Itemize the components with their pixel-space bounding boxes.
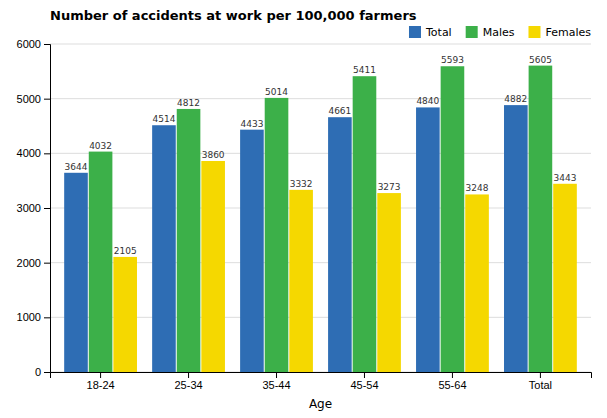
tick-label: Total	[529, 379, 552, 391]
legend-swatch	[466, 26, 478, 38]
y-axis: 0 1000 2000 3000 4000 5000 6000	[17, 38, 51, 378]
data-label: 4433	[240, 119, 263, 129]
tick-mark	[44, 372, 50, 373]
tick-mark	[44, 208, 50, 209]
tick-mark	[276, 372, 277, 378]
legend-label: Total	[425, 26, 452, 39]
tick: 1000	[17, 311, 50, 323]
bar	[353, 76, 377, 372]
data-label: 4661	[328, 106, 351, 116]
bar	[504, 105, 528, 372]
tick-mark	[188, 372, 189, 378]
legend-item: Total	[409, 26, 452, 39]
tick-label: 18-24	[87, 379, 115, 391]
tick: 3000	[17, 202, 50, 214]
tick: 18-24	[87, 372, 115, 391]
tick: 25-34	[174, 372, 202, 391]
bar	[177, 109, 201, 372]
bar	[201, 161, 225, 372]
tick-mark	[540, 372, 541, 378]
tick-label: 35-44	[262, 379, 290, 391]
tick-mark	[44, 44, 50, 45]
bar	[152, 125, 176, 372]
legend-item: Males	[466, 26, 515, 39]
legend-swatch	[409, 26, 421, 38]
legend-label: Males	[483, 26, 515, 39]
tick: 4000	[17, 147, 50, 159]
legend-swatch	[528, 26, 540, 38]
bar	[328, 117, 352, 372]
data-label: 4032	[89, 141, 112, 151]
tick-label: 5000	[17, 93, 41, 105]
tick-label: 3000	[17, 202, 41, 214]
bar	[265, 98, 289, 372]
bar	[240, 130, 264, 372]
bar	[441, 66, 465, 372]
data-label: 3332	[290, 179, 313, 189]
data-label: 4514	[152, 114, 175, 124]
tick: Total	[529, 372, 552, 391]
data-label: 3644	[65, 162, 88, 172]
legend: Total Males Females	[409, 26, 591, 39]
data-label: 3443	[554, 173, 577, 183]
tick-mark	[364, 372, 365, 378]
data-label: 2105	[114, 246, 137, 256]
bar	[529, 66, 553, 372]
tick: 2000	[17, 257, 50, 269]
bar	[416, 107, 440, 372]
tick: 45-54	[350, 372, 378, 391]
data-label: 3860	[202, 150, 225, 160]
bar	[113, 257, 137, 372]
tick-label: 45-54	[350, 379, 378, 391]
grid-line	[50, 44, 591, 45]
tick-label: 4000	[17, 147, 41, 159]
legend-label: Females	[545, 26, 591, 39]
tick-label: 0	[35, 366, 41, 378]
tick-label: 6000	[17, 38, 41, 50]
x-axis-title: Age	[309, 397, 332, 411]
tick-mark	[452, 372, 453, 378]
data-label: 4882	[504, 94, 527, 104]
tick: 5000	[17, 93, 50, 105]
tick: 0	[35, 366, 50, 378]
data-label: 5593	[441, 55, 464, 65]
chart: 3644 4514 4433 4661 4840 4882 4032 4812 5014 5411…	[0, 0, 607, 418]
tick: 6000	[17, 38, 50, 50]
data-label: 3273	[378, 182, 401, 192]
axis-line	[44, 45, 51, 373]
tick-mark	[44, 263, 50, 264]
data-label: 5411	[353, 65, 376, 75]
data-label: 4840	[416, 96, 439, 106]
axis-line	[51, 373, 592, 379]
tick-mark	[44, 99, 50, 100]
tick-label: 25-34	[174, 379, 202, 391]
tick-label: 1000	[17, 311, 41, 323]
tick: 55-64	[438, 372, 466, 391]
bar	[89, 152, 113, 372]
title: Number of accidents at work per 100,000 …	[50, 8, 417, 23]
bar	[377, 193, 401, 372]
bars	[64, 66, 577, 372]
grid	[50, 44, 591, 372]
bar	[64, 173, 88, 372]
data-label: 5014	[265, 87, 288, 97]
tick: 35-44	[262, 372, 290, 391]
bar	[553, 184, 577, 372]
tick-mark	[44, 153, 50, 154]
tick-label: 2000	[17, 257, 41, 269]
data-label: 5605	[529, 55, 552, 65]
x-axis: 18-24 25-34 35-44 45-54 55-64 Total	[51, 372, 592, 391]
tick-label: 55-64	[438, 379, 466, 391]
data-label: 4812	[177, 98, 200, 108]
data-labels: 3644 4514 4433 4661 4840 4882 4032 4812 5014 5411…	[65, 55, 577, 256]
legend-item: Females	[528, 26, 591, 39]
plot: 3644 4514 4433 4661 4840 4882 4032 4812 5014 5411…	[17, 38, 592, 391]
data-label: 3248	[466, 183, 489, 193]
bar	[465, 194, 489, 372]
tick-mark	[100, 372, 101, 378]
bar	[289, 190, 313, 372]
tick-mark	[44, 317, 50, 318]
